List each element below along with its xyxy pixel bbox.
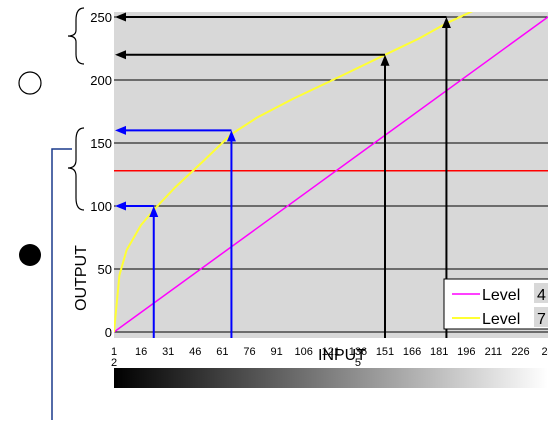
x-tick-label: 226 (511, 346, 529, 358)
legend-label-level-7: Level (482, 311, 520, 328)
x-tick-label: 91 (270, 346, 282, 358)
x-tick-label: 46 (189, 346, 201, 358)
x-axis-label: INPUT (318, 347, 366, 364)
legend-label-level-4: Level (482, 287, 520, 304)
blue-connector (51, 148, 72, 420)
x-tick-sublabel: 5 (355, 357, 361, 369)
brace-middle (67, 127, 85, 211)
x-tick-sublabel: 2 (111, 357, 117, 369)
x-tick-label: 136 (349, 346, 367, 358)
arrow-head (115, 201, 126, 211)
series-line-level-4 (114, 16, 548, 333)
x-tick-label: 151 (376, 346, 394, 358)
open-circle-icon (18, 71, 42, 95)
y-tick-label: 50 (98, 262, 112, 277)
legend-label-box-7 (534, 307, 548, 327)
legend: Level 4 Level 7 (443, 278, 548, 330)
x-tick-label: 76 (243, 346, 255, 358)
arrow-head (149, 206, 159, 217)
legend-number-4: 4 (537, 287, 546, 304)
arrow-head (115, 12, 126, 22)
arrow-head (226, 130, 236, 142)
y-tick-label: 0 (105, 325, 112, 340)
x-tick-label: 166 (403, 346, 421, 358)
input-gradient-bar (114, 368, 548, 388)
x-tick-label: 24 (541, 346, 548, 358)
x-tick-label: 121 (322, 346, 340, 358)
x-tick-label: 61 (216, 346, 228, 358)
y-tick-label: 100 (90, 199, 112, 214)
legend-box (443, 278, 548, 330)
filled-circle-icon (19, 244, 41, 266)
arrow-head (115, 125, 126, 135)
brace-top (67, 7, 85, 65)
y-tick-label: 200 (90, 73, 112, 88)
arrow-head (380, 54, 390, 66)
legend-number-7: 7 (537, 311, 546, 328)
x-tick-label: 196 (457, 346, 475, 358)
x-tick-label: 16 (135, 346, 147, 358)
x-tick-labels: 1 16 31 46 61 76 91 106 121 136 151 166 181 196 211 226… (111, 346, 548, 369)
arrow-head (441, 17, 451, 28)
x-tick-label: 106 (295, 346, 313, 358)
y-axis-label: OUTPUT (73, 245, 90, 311)
y-tick-label: 150 (90, 136, 112, 151)
y-tick-label: 250 (90, 10, 112, 25)
x-tick-label: 211 (485, 346, 503, 358)
x-tick-label: 181 (430, 346, 448, 358)
x-tick-label: 31 (162, 346, 174, 358)
legend-label-box-4 (534, 283, 548, 303)
x-tick-label: 1 (111, 346, 117, 358)
arrow-head (115, 50, 126, 60)
y-tick-labels: 0 50 100 150 200 250 (90, 10, 112, 340)
series-line-level-7 (114, 12, 474, 333)
